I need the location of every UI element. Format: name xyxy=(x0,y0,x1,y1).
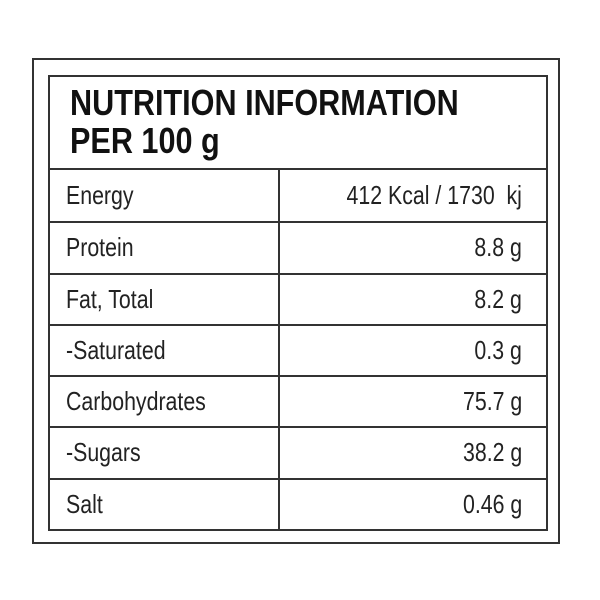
nutrient-value: 412 Kcal / 1730 kj xyxy=(346,180,522,210)
nutrient-label: -Sugars xyxy=(66,437,141,468)
table-row: Energy 412 Kcal / 1730 kj xyxy=(50,170,546,222)
column-divider xyxy=(278,170,280,222)
column-divider xyxy=(278,325,280,376)
table-row: -Saturated 0.3 g xyxy=(50,323,546,376)
nutrient-value: 8.8 g xyxy=(474,232,522,263)
nutrient-value: 0.46 g xyxy=(462,488,522,519)
nutrient-value: 0.3 g xyxy=(474,334,522,365)
table-row: Protein 8.8 g xyxy=(50,221,546,273)
table-row: Fat, Total 8.2 g xyxy=(50,272,546,324)
table-header: NUTRITION INFORMATION PER 100 g xyxy=(50,77,546,170)
column-divider xyxy=(278,377,280,427)
table-row: -Sugars 38.2 g xyxy=(50,426,546,478)
nutrition-table: NUTRITION INFORMATION PER 100 g Energy 41… xyxy=(48,75,548,531)
nutrient-label: Salt xyxy=(66,488,103,519)
column-divider xyxy=(278,223,280,273)
column-divider xyxy=(278,479,280,529)
nutrient-value: 8.2 g xyxy=(474,283,522,314)
outer-border xyxy=(32,58,560,544)
nutrient-value: 38.2 g xyxy=(462,437,522,468)
nutrient-label: Carbohydrates xyxy=(66,386,206,417)
nutrient-label: -Saturated xyxy=(66,334,166,365)
nutrient-label: Fat, Total xyxy=(66,283,154,314)
nutrient-label: Energy xyxy=(66,180,134,210)
table-row: Salt 0.46 g xyxy=(50,477,546,529)
nutrient-value: 75.7 g xyxy=(462,386,522,417)
header-title: PER 100 g xyxy=(70,120,220,161)
nutrient-label: Protein xyxy=(66,232,134,263)
column-divider xyxy=(278,274,280,324)
header-title: NUTRITION INFORMATION xyxy=(70,82,459,123)
table-row: Carbohydrates 75.7 g xyxy=(50,375,546,427)
column-divider xyxy=(278,428,280,478)
